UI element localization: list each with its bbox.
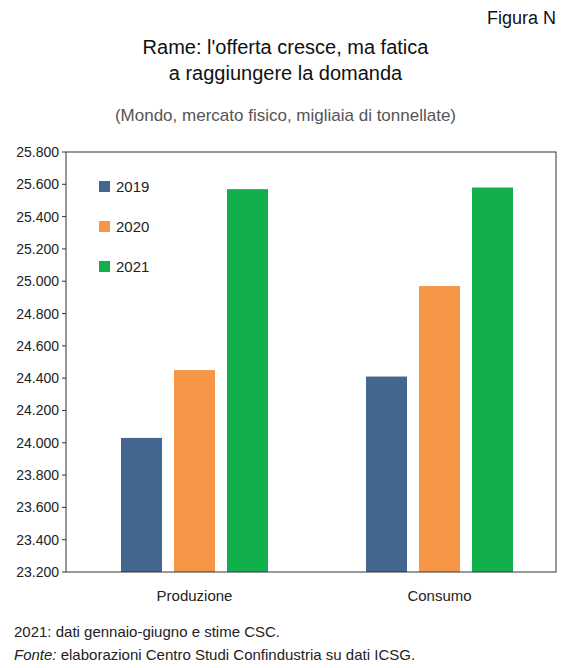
bars [121,188,513,572]
y-tick [62,572,66,573]
y-tick-label: 23.400 [16,532,59,548]
legend-swatch [99,221,110,232]
y-tick-label: 23.800 [16,467,59,483]
y-tick-label: 24.200 [16,402,59,418]
y-tick [62,507,66,508]
bar [366,377,407,572]
y-tick-label: 24.400 [16,370,59,386]
chart: Figura N (Mondo, mercato fisico, migliaia… [0,0,571,668]
y-tick [62,248,66,249]
y-tick-label: 23.200 [16,564,59,580]
figure-label: Figura N [487,8,556,28]
y-tick-label: 24.600 [16,338,59,354]
legend-label: 2020 [116,218,149,235]
legend-label: 2019 [116,178,149,195]
y-tick-label: 25.400 [16,209,59,225]
y-tick-label: 25.600 [16,176,59,192]
y-tick-label: 24.800 [16,306,59,322]
y-tick [62,442,66,443]
y-tick-label: 25.200 [16,241,59,257]
source: Fonte: elaborazioni Centro Studi Confind… [14,646,415,663]
legend-swatch [99,181,110,192]
legend-label: 2021 [116,258,149,275]
note: 2021: dati gennaio-giugno e stime CSC. [14,623,280,640]
legend-swatch [99,261,110,272]
y-tick [62,539,66,540]
y-tick [62,345,66,346]
chart-title: Rame: l'offerta cresce, ma fatica a ragg… [138,34,434,86]
y-tick-label: 24.000 [16,435,59,451]
y-tick-label: 25.000 [16,273,59,289]
x-tick-label: Produzione [157,587,233,604]
y-tick-label: 25.800 [16,144,59,160]
bar [174,370,215,572]
y-tick [62,216,66,217]
y-tick [62,152,66,153]
plot-frame [66,152,556,572]
y-tick [62,410,66,411]
bar [121,438,162,572]
x-tick-label: Consumo [407,587,471,604]
subtitle: (Mondo, mercato fisico, migliaia di tonn… [115,106,456,125]
bar [472,188,513,572]
y-tick [62,378,66,379]
y-tick [62,184,66,185]
bar [227,189,268,572]
y-tick [62,281,66,282]
bar [419,286,460,572]
y-tick-label: 23.600 [16,499,59,515]
y-tick [62,313,66,314]
y-tick [62,475,66,476]
